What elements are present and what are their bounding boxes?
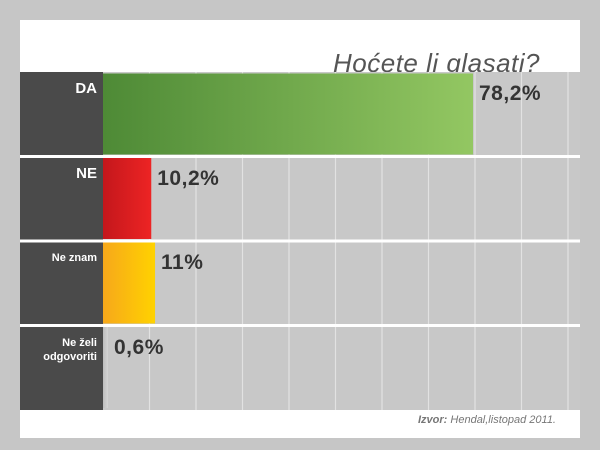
source-note: Izvor: Hendal,listopad 2011. (418, 414, 556, 426)
category-label-3: Ne želi odgovoriti (43, 336, 97, 363)
source-text: Hendal,listopad 2011. (450, 414, 556, 426)
category-label-0: DA (75, 80, 97, 97)
value-label-2: 11% (161, 251, 204, 274)
bar-2 (103, 242, 156, 324)
bar-3 (103, 327, 108, 408)
bar-chart (20, 72, 580, 410)
bar-1 (103, 158, 152, 239)
value-label-0: 78,2% (479, 82, 542, 105)
value-label-3: 0,6% (114, 335, 164, 359)
category-label-1: NE (76, 164, 97, 182)
value-label-1: 10,2% (157, 166, 220, 190)
chart-area: DA 78,2% NE 10,2% Ne znam 11% Ne želi odgovori… (20, 72, 580, 410)
category-label-2: Ne znam (51, 252, 97, 264)
source-label: Izvor: (417, 414, 448, 426)
bar-0 (103, 73, 473, 155)
